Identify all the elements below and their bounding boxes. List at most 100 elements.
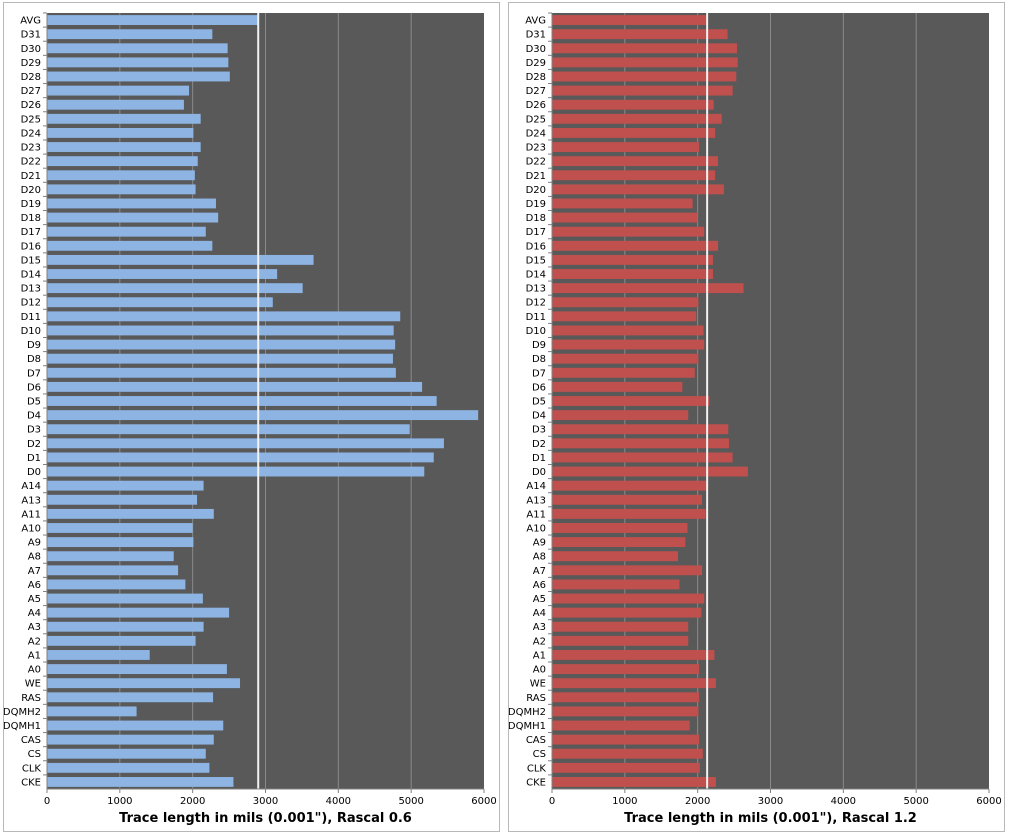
- bar-a14: [552, 480, 708, 491]
- bar-d8: [47, 353, 393, 364]
- bar-a0: [47, 664, 227, 675]
- bar-we: [552, 678, 716, 689]
- y-tick-label: D8: [532, 354, 546, 365]
- y-tick-label: D20: [21, 185, 41, 196]
- bar-d23: [47, 142, 201, 152]
- y-tick-label: D19: [526, 199, 546, 210]
- bar-d18: [47, 212, 219, 223]
- y-tick-label: D27: [526, 86, 546, 97]
- bar-chart-rascal-12: AVGD31D30D29D28D27D26D25D24D23D22D21D20D…: [509, 12, 1002, 826]
- y-tick-label: D13: [21, 284, 41, 295]
- bar-d12: [552, 297, 699, 308]
- y-tick-label: A3: [28, 622, 41, 633]
- bar-d17: [47, 226, 206, 237]
- y-tick-label: A2: [533, 636, 546, 647]
- bar-d14: [47, 269, 278, 279]
- y-tick-label: D24: [526, 128, 546, 139]
- y-tick-label: A14: [21, 481, 41, 492]
- y-tick-label: D11: [21, 312, 41, 323]
- bar-d26: [552, 99, 714, 110]
- bar-dqmh2: [552, 706, 699, 717]
- y-tick-label: D21: [526, 171, 546, 182]
- bar-d30: [552, 43, 737, 54]
- bar-cas: [47, 734, 214, 745]
- bar-chart-rascal-06: AVGD31D30D29D28D27D26D25D24D23D22D21D20D…: [4, 12, 497, 826]
- bar-d4: [47, 410, 479, 421]
- y-tick-label: D16: [526, 241, 546, 252]
- y-tick-label: A0: [28, 665, 41, 676]
- bar-a4: [552, 607, 702, 618]
- bar-a4: [47, 607, 230, 618]
- bar-d28: [552, 71, 737, 82]
- bar-a10: [47, 523, 193, 533]
- bar-d7: [552, 367, 695, 378]
- bar-a13: [552, 494, 703, 505]
- x-axis-title: Trace length in mils (0.001"), Rascal 1.…: [624, 811, 917, 826]
- y-tick-label: D4: [27, 411, 41, 422]
- bar-a13: [47, 494, 198, 505]
- bar-d31: [47, 29, 213, 40]
- bar-d1: [47, 452, 434, 463]
- y-tick-label: D29: [526, 58, 546, 69]
- bar-d26: [47, 99, 184, 110]
- y-tick-label: D9: [532, 340, 546, 351]
- y-tick-label: A6: [533, 580, 546, 591]
- bar-a2: [552, 635, 689, 646]
- bar-we: [47, 678, 241, 689]
- x-tick-label: 6000: [471, 796, 496, 807]
- y-tick-label: D13: [526, 284, 546, 295]
- y-tick-label: RAS: [21, 693, 41, 704]
- bar-d5: [47, 396, 437, 406]
- y-tick-label: D3: [532, 425, 546, 436]
- y-tick-label: A8: [533, 552, 546, 563]
- y-tick-label: A5: [28, 594, 41, 605]
- bar-ras: [47, 692, 214, 703]
- y-tick-label: D10: [21, 326, 41, 337]
- y-tick-label: CAS: [526, 735, 546, 746]
- y-tick-label: A1: [533, 650, 546, 661]
- y-tick-label: D1: [532, 453, 546, 464]
- bar-d15: [552, 254, 713, 265]
- y-tick-label: A9: [28, 538, 41, 549]
- bar-d6: [47, 381, 423, 392]
- x-tick-label: 1000: [107, 796, 132, 807]
- x-tick-label: 6000: [976, 796, 1001, 807]
- y-tick-label: A4: [533, 608, 546, 619]
- y-tick-label: D24: [21, 128, 41, 139]
- bar-a7: [47, 565, 179, 576]
- bar-d6: [552, 381, 683, 392]
- bar-a0: [552, 664, 700, 675]
- y-tick-label: CS: [533, 749, 546, 760]
- x-tick-label: 4000: [831, 796, 856, 807]
- bar-d19: [552, 198, 693, 209]
- bar-a3: [552, 621, 689, 632]
- bar-d11: [47, 311, 401, 322]
- x-tick-label: 5000: [398, 796, 423, 807]
- y-tick-label: A7: [533, 566, 546, 577]
- bar-a8: [552, 551, 679, 562]
- bar-d5: [552, 396, 710, 406]
- bar-d9: [47, 339, 396, 350]
- bar-clk: [552, 762, 700, 773]
- y-tick-label: D25: [526, 114, 546, 125]
- y-tick-label: A10: [526, 523, 546, 534]
- y-tick-label: D28: [526, 72, 546, 83]
- bar-cs: [552, 748, 703, 759]
- bar-d29: [47, 57, 229, 68]
- bar-d27: [47, 85, 190, 96]
- bar-dqmh1: [552, 720, 690, 731]
- y-tick-label: WE: [25, 679, 41, 690]
- bar-d17: [552, 226, 705, 237]
- bar-avg: [47, 15, 259, 25]
- bar-d13: [47, 283, 303, 294]
- y-tick-label: RAS: [526, 693, 546, 704]
- y-tick-label: DQMH1: [4, 721, 41, 732]
- x-tick-label: 0: [549, 796, 555, 807]
- y-tick-label: CLK: [22, 763, 42, 774]
- y-tick-label: D22: [526, 157, 546, 168]
- bar-d20: [47, 184, 196, 195]
- bar-d4: [552, 410, 689, 421]
- bar-d14: [552, 269, 713, 279]
- bar-d8: [552, 353, 699, 364]
- y-tick-label: A5: [533, 594, 546, 605]
